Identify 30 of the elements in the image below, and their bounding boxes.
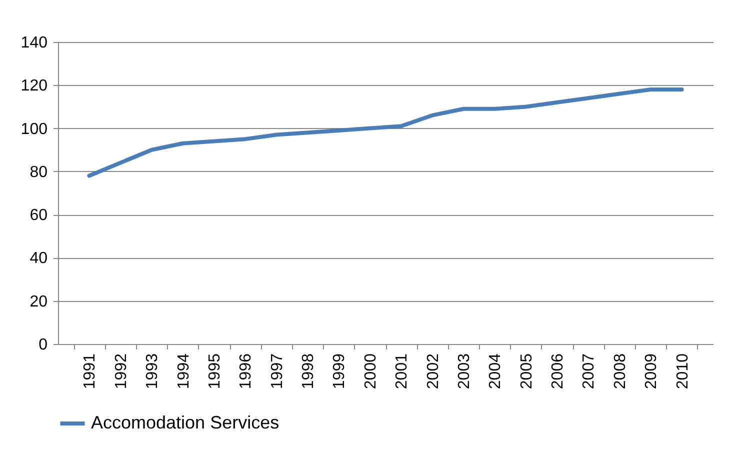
y-tick-label: 20 bbox=[30, 293, 48, 310]
x-tick-label: 2004 bbox=[487, 353, 504, 390]
x-tick-label: 2007 bbox=[580, 353, 598, 390]
x-tick-label: 1998 bbox=[300, 353, 318, 390]
x-tick-label: 1993 bbox=[144, 353, 162, 390]
x-tick-label: 1999 bbox=[331, 353, 348, 390]
y-tick-label: 100 bbox=[20, 120, 48, 138]
x-tick-label: 2003 bbox=[456, 353, 473, 390]
x-tick-label: 2000 bbox=[362, 353, 380, 390]
x-tick-label: 2002 bbox=[424, 353, 442, 390]
y-tick-label: 80 bbox=[30, 164, 48, 181]
x-tick-label: 1995 bbox=[206, 353, 224, 390]
x-tick-label: 1991 bbox=[82, 353, 99, 390]
x-tick-label: 2006 bbox=[550, 353, 567, 390]
x-tick-label: 1997 bbox=[268, 353, 286, 390]
line-series bbox=[87, 87, 684, 178]
x-tick-label: 2008 bbox=[612, 353, 629, 390]
y-tick-label: 120 bbox=[20, 78, 48, 95]
y-tick-label: 0 bbox=[38, 336, 48, 354]
y-tick-label: 60 bbox=[30, 207, 48, 224]
x-tick-label: 2001 bbox=[394, 353, 411, 390]
x-tick-label: 1992 bbox=[112, 353, 130, 390]
y-tick-label: 40 bbox=[30, 250, 48, 268]
x-tick-label: 2009 bbox=[643, 353, 660, 390]
x-tick-label: 1996 bbox=[238, 353, 255, 390]
x-tick-label: 2005 bbox=[518, 353, 536, 390]
y-tick-label: 140 bbox=[20, 34, 48, 52]
legend-label: Accomodation Services bbox=[91, 412, 280, 432]
x-tick-label: 1994 bbox=[175, 353, 192, 390]
x-tick-label: 2010 bbox=[674, 353, 692, 390]
